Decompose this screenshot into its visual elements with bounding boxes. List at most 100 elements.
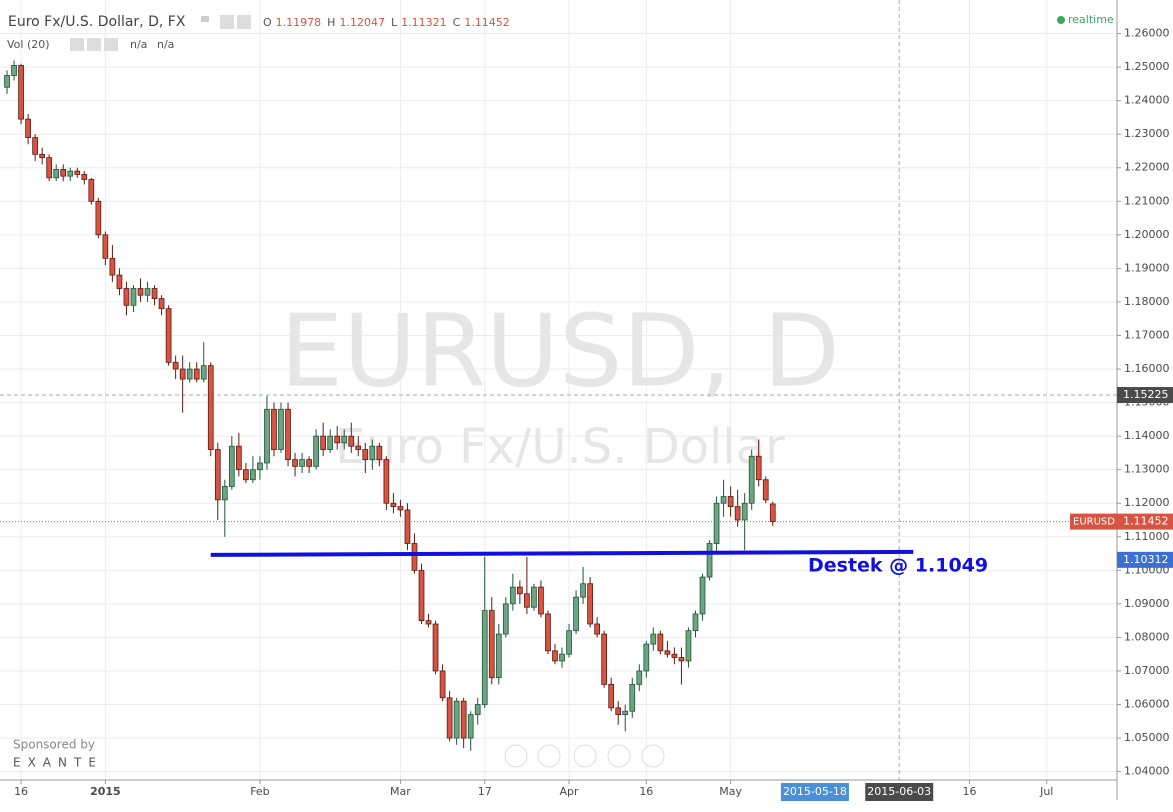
- close-icon[interactable]: [237, 15, 251, 29]
- settings-icon[interactable]: [220, 15, 234, 29]
- volume-name: Vol (20): [7, 38, 50, 51]
- ohlc-value: 1.11321: [401, 16, 447, 29]
- price-marker-box: [1117, 513, 1173, 530]
- ohlc-name: L: [391, 16, 398, 29]
- candle-body: [713, 502, 720, 544]
- candle-body: [313, 435, 319, 467]
- candle-body: [741, 502, 748, 521]
- candle-body: [207, 365, 214, 450]
- price-marker-label: 1.15225: [1123, 388, 1169, 401]
- candle-body: [102, 234, 109, 259]
- candle-body: [32, 137, 38, 155]
- candle-body: [453, 700, 460, 739]
- candle-body: [95, 200, 102, 236]
- candle-body: [165, 308, 172, 363]
- vol-eye-icon[interactable]: [70, 38, 84, 51]
- candle-body: [566, 630, 572, 655]
- support-label: Destek @ 1.1049: [808, 555, 988, 577]
- date-marker-label: 2015-06-03: [867, 785, 931, 798]
- candle-body: [158, 298, 165, 310]
- candle-body: [502, 603, 509, 635]
- candle-body: [671, 653, 678, 658]
- x-tick-label: 16: [14, 785, 28, 798]
- ohlc-value: 1.11978: [276, 16, 322, 29]
- candle-body: [495, 633, 502, 679]
- y-tick-label: 1.14000: [1124, 429, 1170, 442]
- price-marker-label: 1.11452: [1123, 515, 1169, 528]
- candle-body: [573, 596, 579, 632]
- candle-body: [488, 610, 495, 679]
- vol-settings-icon[interactable]: [87, 38, 101, 51]
- dropdown-icon[interactable]: [201, 16, 209, 22]
- candle-body: [425, 620, 432, 625]
- sponsor-name[interactable]: EXANTE: [13, 756, 103, 770]
- candle-body: [481, 610, 488, 705]
- candle-body: [383, 459, 390, 504]
- candle-body: [53, 169, 60, 179]
- x-tick-label: Feb: [250, 785, 269, 798]
- watermark-symbol: EURUSD, D: [280, 292, 840, 409]
- candle-body: [137, 288, 144, 296]
- sponsor-label: Sponsored by: [13, 738, 95, 752]
- candle-body: [348, 435, 355, 447]
- candle-body: [116, 274, 123, 289]
- candle-body: [186, 368, 193, 380]
- volume-value: n/a: [130, 38, 147, 51]
- candle-body: [720, 496, 727, 504]
- price-marker-box: [1117, 387, 1173, 404]
- y-tick-label: 1.07000: [1124, 664, 1170, 677]
- candle-body: [264, 408, 270, 464]
- candle-body: [545, 613, 551, 652]
- candle-body: [25, 118, 31, 138]
- reset-button[interactable]: [573, 744, 597, 768]
- ohlc-name: C: [453, 16, 461, 29]
- axes: 1.26000 1.25000 1.24000 1.23000 1.22000 1.210…: [14, 27, 1173, 801]
- candle-body: [292, 459, 298, 467]
- chart-title: Euro Fx/U.S. Dollar, D, FX: [8, 14, 186, 30]
- grid: [0, 0, 1117, 780]
- x-tick-label: 16: [639, 785, 653, 798]
- candle-body: [172, 361, 179, 370]
- zoom-in-button[interactable]: [607, 744, 631, 768]
- plot: Destek @ 1.1049: [0, 0, 1117, 780]
- candle-body: [734, 506, 741, 521]
- candle-body: [46, 157, 53, 179]
- candle-body: [278, 408, 284, 450]
- watermark: EURUSD, D Euro Fx/U.S. Dollar: [280, 292, 840, 475]
- scroll-right-button[interactable]: [641, 744, 665, 768]
- candle-body: [664, 650, 671, 655]
- x-tick-label: 2015: [90, 785, 121, 798]
- candle-body: [629, 683, 636, 712]
- scroll-left-button[interactable]: [504, 744, 528, 768]
- vol-close-icon[interactable]: [104, 38, 118, 51]
- zoom-out-button[interactable]: [537, 744, 561, 768]
- candle-body: [271, 408, 277, 450]
- price-marker-box: [1117, 551, 1173, 568]
- candle-body: [235, 445, 242, 471]
- y-tick-label: 1.18000: [1124, 295, 1170, 308]
- candle-body: [678, 657, 685, 662]
- candle-body: [74, 170, 81, 175]
- date-marker-box: [780, 783, 849, 801]
- y-tick-label: 1.23000: [1124, 127, 1170, 140]
- candle-body: [355, 445, 362, 450]
- candle-body: [692, 613, 699, 632]
- candle-body: [467, 714, 474, 739]
- candle-body: [109, 257, 116, 276]
- candle-body: [509, 586, 516, 605]
- price-marker-label: 1.10312: [1123, 553, 1169, 566]
- y-tick-label: 1.06000: [1124, 698, 1170, 711]
- candle-body: [327, 435, 334, 450]
- candle-body: [559, 653, 565, 662]
- candle-body: [228, 445, 235, 487]
- y-tick-label: 1.22000: [1124, 161, 1170, 174]
- candle-body: [755, 455, 762, 481]
- x-tick-label: 17: [478, 785, 492, 798]
- candle-body: [636, 670, 643, 685]
- candle-body: [685, 630, 692, 662]
- candle-body: [524, 593, 530, 608]
- candle-body: [432, 623, 439, 672]
- y-tick-label: 1.12000: [1124, 496, 1170, 509]
- candle-body: [439, 670, 446, 699]
